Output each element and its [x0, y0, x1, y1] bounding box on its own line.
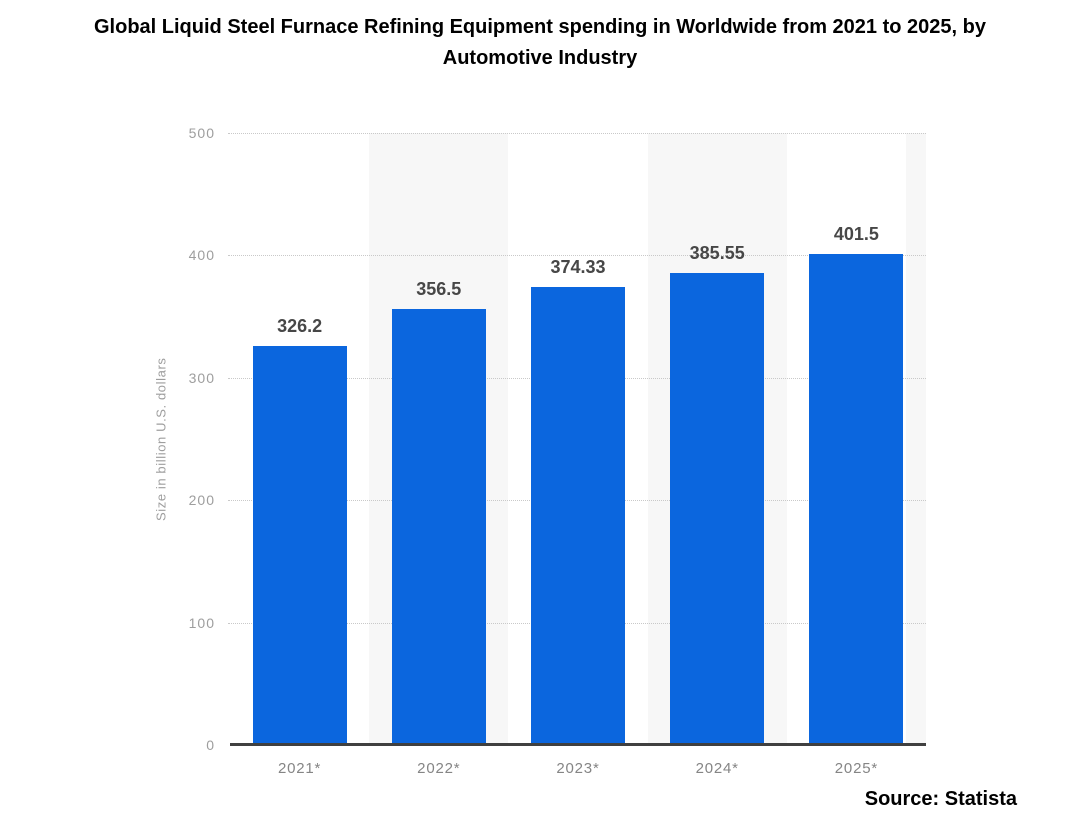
x-tick-label: 2021*: [277, 760, 322, 777]
chart-title-line-2: Automotive Industry: [442, 47, 638, 69]
x-axis-line: [230, 743, 926, 746]
x-tick-label: 2022*: [417, 760, 461, 777]
chart-title: Global Liquid Steel Furnace Refining Equ…: [30, 12, 1050, 74]
column-band-partial: [906, 133, 926, 745]
bar-2023: [530, 286, 625, 745]
chart-column-2025: 401.5 2025*: [787, 133, 926, 777]
chart-column-2023: 374.33 2023*: [508, 133, 647, 777]
bar-2022: [391, 308, 486, 745]
bar-value-label: 374.33: [550, 256, 606, 277]
bar-value-label: 385.55: [689, 243, 745, 264]
bar-value-label: 356.5: [416, 278, 462, 299]
chart-column-2024: 385.55 2024*: [648, 133, 787, 777]
source-label: Source: Statista: [864, 788, 1017, 810]
gridline-400: [228, 255, 926, 257]
plot-area: 326.2 2021* 356.5 2022* 374.33 2023* 385.55 202…: [230, 133, 926, 777]
y-tick-label-500: 500: [188, 125, 215, 141]
y-tick-label-400: 400: [188, 247, 215, 264]
bar-2025: [809, 253, 904, 745]
bar-value-label: 326.2: [277, 315, 323, 336]
y-tick-label-300: 300: [188, 369, 215, 386]
chart-title-line-1: Global Liquid Steel Furnace Refining Equ…: [94, 16, 986, 38]
y-tick-label-0: 0: [206, 737, 215, 753]
x-tick-label: 2023*: [556, 760, 600, 777]
gridline-500: [228, 133, 926, 134]
chart-column-2022: 356.5 2022*: [369, 133, 508, 777]
bar-2024: [670, 273, 765, 745]
y-axis-title: Size in billion U.S. dollars: [153, 357, 169, 521]
x-tick-label: 2024*: [695, 760, 739, 777]
chart-column-2021: 326.2 2021*: [230, 133, 369, 777]
bar-value-label: 401.5: [833, 223, 879, 244]
x-tick-label: 2025*: [834, 760, 878, 777]
y-tick-label-200: 200: [188, 492, 215, 509]
y-tick-label-100: 100: [188, 614, 215, 631]
bar-2021: [252, 345, 347, 745]
